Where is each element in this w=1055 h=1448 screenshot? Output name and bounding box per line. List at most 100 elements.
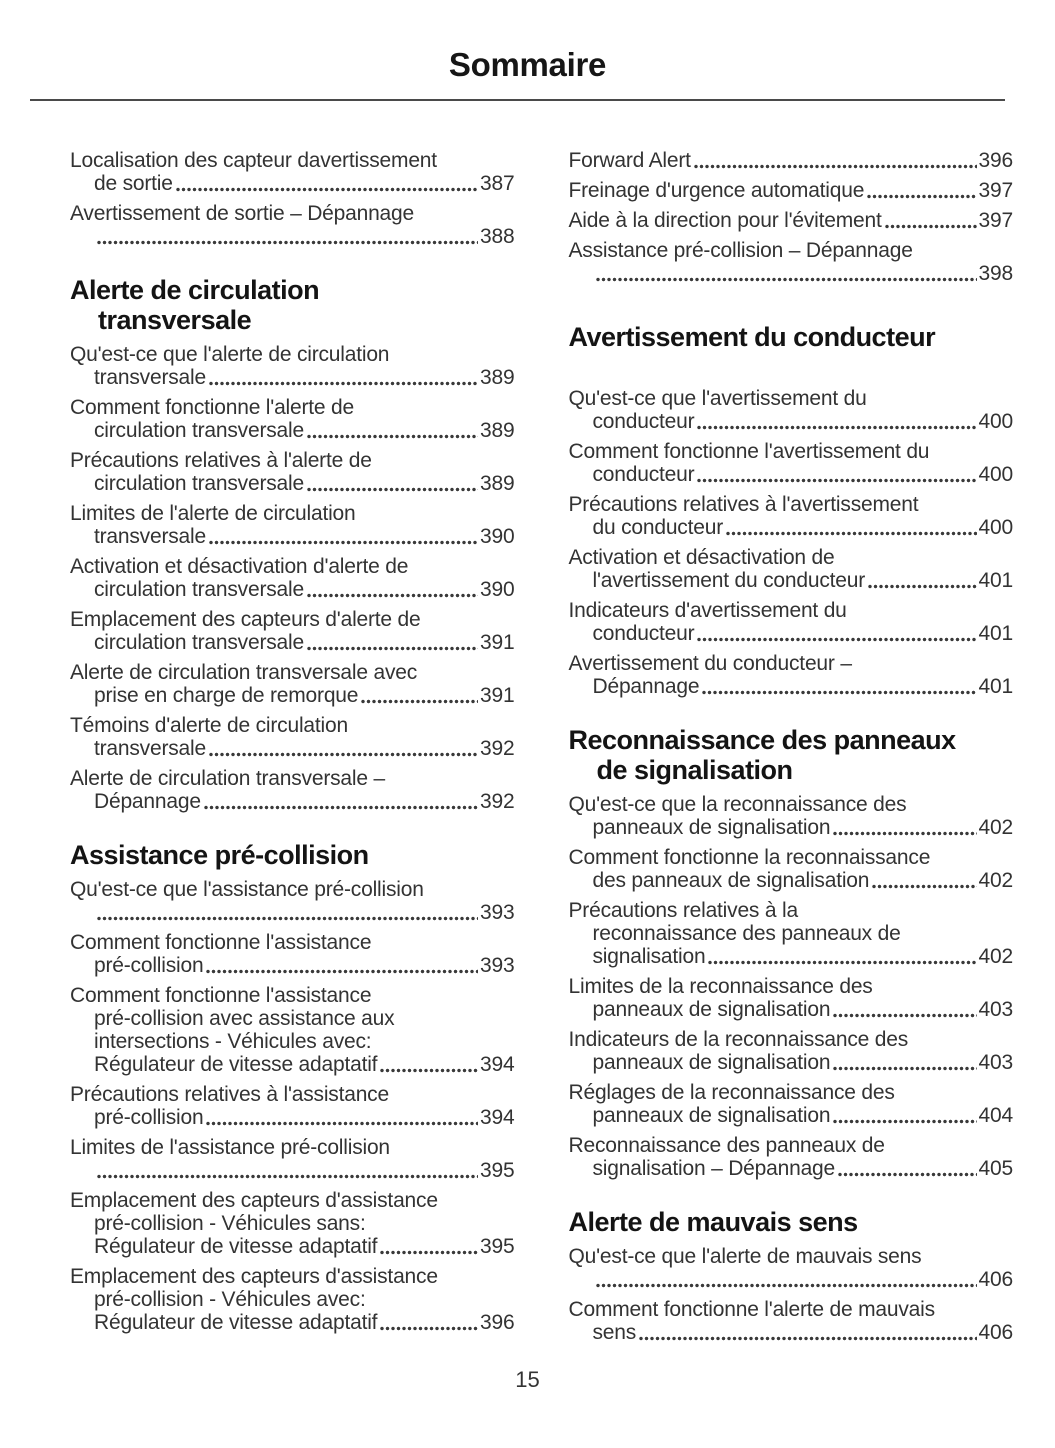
toc-entry: Localisation des capteur davertissement d… — [70, 149, 515, 195]
toc-entry-text: Activation et désactivation de — [568, 546, 835, 569]
toc-entry-last-line: 388 — [70, 225, 515, 248]
toc-entry: Comment fonctionne l'alerte de circulatio… — [70, 396, 515, 442]
toc-entry-text: Précautions relatives à l'alerte de — [70, 449, 372, 472]
dot-leader — [306, 487, 479, 492]
dot-leader — [867, 194, 977, 199]
page-number: 15 — [515, 1367, 540, 1392]
toc-entry-text: conducteur — [592, 622, 695, 645]
toc-entry-last-line: pré-collision 393 — [70, 954, 515, 977]
toc-entry-text: Qu'est-ce que l'alerte de circulation — [70, 343, 390, 366]
toc-entry-text: Freinage d'urgence automatique — [568, 179, 865, 202]
toc-entry-line: pré-collision - Véhicules avec: — [70, 1288, 515, 1311]
toc-entry-line: Indicateurs d'avertissement du — [569, 599, 1014, 622]
section-heading-line: Alerte de circulation — [70, 275, 320, 305]
toc-entry-last-line: circulation transversale 389 — [70, 472, 515, 495]
dot-leader — [702, 690, 977, 695]
toc-entry-line: pré-collision - Véhicules sans: — [70, 1212, 515, 1235]
toc-entry-text: Avertissement de sortie – Dépannage — [70, 202, 414, 225]
dot-leader — [833, 831, 977, 836]
dot-leader — [833, 1119, 977, 1124]
entry-page-number: 389 — [480, 366, 515, 389]
toc-entry-text: intersections - Véhicules avec: — [94, 1030, 372, 1053]
toc-entry-line: Limites de la reconnaissance des — [569, 975, 1014, 998]
section-heading: Avertissement du conducteur — [569, 322, 1014, 352]
dot-leader — [693, 164, 977, 169]
toc-entry: Forward Alert 396 — [569, 149, 1014, 172]
toc-entry-text: Qu'est-ce que l'avertissement du — [568, 387, 867, 410]
toc-entry: Qu'est-ce que l'avertissement du conducte… — [569, 387, 1014, 433]
toc-entry-line: Qu'est-ce que la reconnaissance des — [569, 793, 1014, 816]
section-heading: Alerte de mauvais sens — [569, 1207, 1014, 1237]
toc-entry-last-line: circulation transversale 390 — [70, 578, 515, 601]
entry-page-number: 389 — [480, 419, 515, 442]
toc-entry: Réglages de la reconnaissance des panneau… — [569, 1081, 1014, 1127]
toc-entry-line: Qu'est-ce que l'alerte de mauvais sens — [569, 1245, 1014, 1268]
entry-page-number: 403 — [978, 998, 1014, 1021]
entry-page-number: 388 — [480, 225, 515, 248]
section-heading-line: de signalisation — [596, 755, 794, 785]
toc-entry-text: reconnaissance des panneaux de — [592, 922, 901, 945]
toc-entry-line: Comment fonctionne l'avertissement du — [569, 440, 1014, 463]
toc-entry-last-line: signalisation 402 — [569, 945, 1014, 968]
section-heading-line: Avertissement du conducteur — [568, 322, 936, 352]
dot-leader — [208, 752, 479, 757]
toc-entry-text: Comment fonctionne l'assistance — [70, 984, 372, 1007]
toc-entry-last-line: circulation transversale 389 — [70, 419, 515, 442]
entry-page-number: 397 — [978, 209, 1014, 232]
dot-leader — [697, 478, 977, 483]
toc-entry-text: Régulateur de vitesse adaptatif — [94, 1235, 378, 1258]
dot-leader — [306, 646, 479, 651]
toc-entry-text: signalisation — [592, 945, 706, 968]
toc-entry-text: Qu'est-ce que l'alerte de mauvais sens — [568, 1245, 922, 1268]
toc-entry-text: panneaux de signalisation — [592, 998, 831, 1021]
toc-entry-line: Réglages de la reconnaissance des — [569, 1081, 1014, 1104]
toc-entry-text: Alerte de circulation transversale – — [70, 767, 385, 790]
toc-entry-last-line: 398 — [569, 262, 1013, 285]
toc-entry-last-line: signalisation – Dépannage 405 — [569, 1157, 1014, 1180]
toc-entry-text: Dépannage — [592, 675, 700, 698]
toc-entry: Emplacement des capteurs d'assistance pré… — [70, 1189, 515, 1258]
toc-entry-line: Alerte de circulation transversale – — [70, 767, 515, 790]
entry-page-number: 400 — [978, 463, 1014, 486]
toc-entry-line: Précautions relatives à l'alerte de — [70, 449, 515, 472]
section-heading-line: Assistance pré-collision — [70, 840, 369, 870]
toc-entry-text: Comment fonctionne l'avertissement du — [568, 440, 930, 463]
entry-page-number: 393 — [480, 954, 515, 977]
section-heading: Reconnaissance des panneaux de signalisat… — [569, 725, 1014, 785]
toc-entry: Limites de la reconnaissance des panneaux… — [569, 975, 1014, 1021]
toc-entry-text: des panneaux de signalisation — [592, 869, 870, 892]
dot-leader — [868, 584, 977, 589]
toc-entry-text: Emplacement des capteurs d'alerte de — [70, 608, 421, 631]
toc-entry: Assistance pré-collision – Dépannage 398 — [569, 239, 1014, 285]
toc-entry-line: Avertissement de sortie – Dépannage — [70, 202, 515, 225]
entry-page-number: 401 — [978, 675, 1014, 698]
toc-entry-last-line: l'avertissement du conducteur 401 — [569, 569, 1014, 592]
toc-entry-text: transversale — [94, 525, 206, 548]
toc-column-right: Forward Alert 396 Freinage d'urgence autom… — [569, 149, 1014, 1351]
toc-entry: Qu'est-ce que l'assistance pré-collision… — [70, 878, 515, 924]
entry-page-number: 402 — [978, 869, 1014, 892]
toc-entry: Comment fonctionne l'avertissement du con… — [569, 440, 1014, 486]
toc-entry-line: Qu'est-ce que l'assistance pré-collision — [70, 878, 515, 901]
toc-entry-text: Précautions relatives à la — [568, 899, 799, 922]
dot-leader — [175, 187, 479, 192]
entry-page-number: 401 — [978, 569, 1014, 592]
entry-page-number: 406 — [978, 1321, 1014, 1344]
toc-entry-text: signalisation – Dépannage — [592, 1157, 836, 1180]
toc-entry-text: pré-collision - Véhicules sans: — [94, 1212, 366, 1235]
toc-entry-last-line: Régulateur de vitesse adaptatif 395 — [70, 1235, 515, 1258]
toc-entry: Reconnaissance des panneaux de signalisat… — [569, 1134, 1014, 1180]
dot-leader — [97, 240, 479, 245]
toc-entry: Indicateurs d'avertissement du conducteur… — [569, 599, 1014, 645]
entry-page-number: 400 — [978, 516, 1014, 539]
toc-entry-last-line: de sortie 387 — [70, 172, 515, 195]
toc-entry-text: Limites de la reconnaissance des — [568, 975, 873, 998]
dot-leader — [838, 1172, 977, 1177]
toc-entry-line: Comment fonctionne l'alerte de — [70, 396, 515, 419]
toc-entry: Emplacement des capteurs d'alerte de circ… — [70, 608, 515, 654]
dot-leader — [380, 1068, 479, 1073]
dot-leader — [595, 277, 977, 282]
toc-entry: Comment fonctionne l'assistance pré-colli… — [70, 931, 515, 977]
toc-entry: Témoins d'alerte de circulation transvers… — [70, 714, 515, 760]
toc-entry-text: Précautions relatives à l'avertissement — [568, 493, 919, 516]
